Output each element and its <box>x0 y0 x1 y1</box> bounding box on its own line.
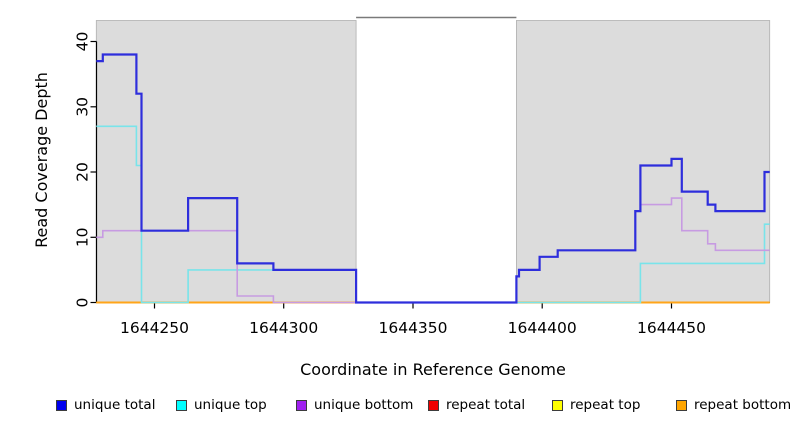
legend-item-repeat-bottom: repeat bottom <box>676 397 792 413</box>
legend-swatch-unique-top <box>176 399 187 411</box>
legend-swatch-repeat-total <box>428 399 439 411</box>
x-tick-label: 1644450 <box>637 319 706 337</box>
legend-swatch-repeat-top <box>552 399 563 411</box>
y-tick-label: 0 <box>74 298 92 308</box>
coverage-chart: 1644250 1644300 1644350 1644400 1644450 0 10 20… <box>32 16 771 379</box>
x-tick-label: 1644250 <box>120 319 189 337</box>
legend-label-repeat-top: repeat top <box>570 397 641 413</box>
legend-item-unique-top: unique top <box>176 397 267 413</box>
legend-label-unique-bottom: unique bottom <box>314 397 414 413</box>
y-tick-label: 30 <box>74 97 92 117</box>
y-tick-label: 20 <box>74 162 92 182</box>
plot-layers: 1644250 1644300 1644350 1644400 1644450 0 10 20… <box>74 16 771 337</box>
legend-item-unique-bottom: unique bottom <box>296 397 414 413</box>
x-tick-label: 1644350 <box>378 319 447 337</box>
series-line-unique-total <box>96 53 770 304</box>
legend-item-unique-total: unique total <box>56 397 156 413</box>
legend-swatch-unique-bottom <box>296 399 307 411</box>
legend-label-unique-total: unique total <box>74 397 156 413</box>
unique-region-shade <box>95 20 357 303</box>
legend-item-repeat-top: repeat top <box>552 397 641 413</box>
legend-swatch-unique-total <box>56 399 67 411</box>
legend-label-repeat-total: repeat total <box>446 397 526 413</box>
legend-label-unique-top: unique top <box>194 397 267 413</box>
x-axis-title: Coordinate in Reference Genome <box>300 360 566 379</box>
unique-region-shade <box>516 20 771 303</box>
y-tick-label: 40 <box>74 32 92 52</box>
y-axis-title: Read Coverage Depth <box>32 72 51 248</box>
legend-swatch-repeat-bottom <box>676 399 687 411</box>
x-tick-label: 1644400 <box>508 319 577 337</box>
legend-item-repeat-total: repeat total <box>428 397 526 413</box>
series-line-unique-top <box>96 125 770 304</box>
legend-label-repeat-bottom: repeat bottom <box>694 397 792 413</box>
x-tick-label: 1644300 <box>249 319 318 337</box>
y-tick-label: 10 <box>74 227 92 247</box>
